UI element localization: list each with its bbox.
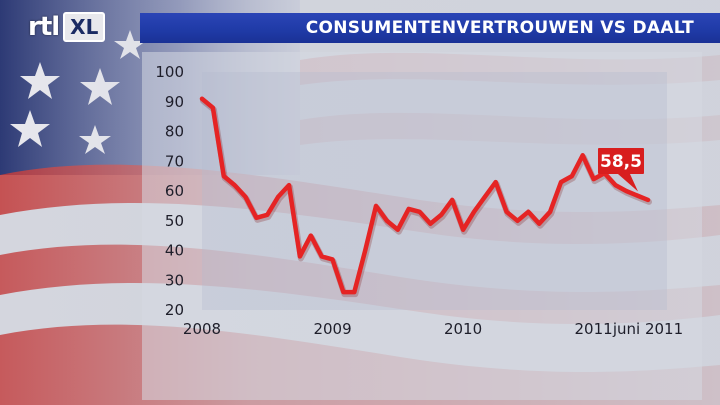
data-point <box>624 189 628 193</box>
data-point <box>537 222 541 226</box>
data-point <box>363 248 367 253</box>
data-point <box>548 210 552 214</box>
data-point <box>211 106 215 110</box>
y-tick-label: 100 <box>155 63 184 81</box>
data-point <box>330 257 335 262</box>
x-tick-label: 2010 <box>444 320 482 338</box>
y-tick-label: 20 <box>165 301 184 319</box>
logo-xl-text: XL <box>63 12 106 42</box>
data-point <box>233 183 237 187</box>
y-tick-label: 60 <box>165 182 184 200</box>
data-point <box>515 219 520 223</box>
data-point <box>309 234 313 238</box>
data-point <box>461 228 465 232</box>
y-axis-ticks: 100 90 80 70 60 50 40 30 20 <box>155 63 184 319</box>
data-point <box>287 183 291 187</box>
chart-panel <box>142 52 702 400</box>
data-point <box>385 219 389 223</box>
value-callout: 58,5 <box>598 148 644 192</box>
chart-title: CONSUMENTENVERTROUWEN VS DAALT <box>305 18 694 38</box>
y-tick-label: 70 <box>165 152 184 170</box>
y-tick-label: 40 <box>165 242 184 260</box>
data-point <box>592 177 596 181</box>
data-point <box>472 210 476 214</box>
x-tick-label: 2009 <box>313 320 351 338</box>
data-point <box>635 193 639 198</box>
x-axis-ticks: 2008 2009 2010 2011 juni 2011 <box>183 320 683 338</box>
data-point <box>320 254 324 259</box>
data-point <box>428 222 433 226</box>
y-tick-label: 50 <box>165 212 184 230</box>
data-point <box>298 254 302 259</box>
series-line <box>199 96 651 295</box>
plot-area <box>202 72 667 310</box>
data-point <box>450 198 454 202</box>
data-point <box>439 213 443 217</box>
data-point <box>243 195 248 199</box>
series-group <box>199 96 652 298</box>
data-point <box>646 198 650 202</box>
callout-box <box>598 148 644 174</box>
data-point <box>526 210 530 214</box>
data-point <box>222 174 226 178</box>
x-tick-label: 2008 <box>183 320 221 338</box>
data-point <box>352 290 356 294</box>
data-point <box>254 216 258 220</box>
callout-pointer <box>618 174 638 192</box>
callout-label: 58,5 <box>600 152 642 172</box>
data-point <box>265 213 269 217</box>
data-point <box>494 180 498 184</box>
y-tick-label: 30 <box>165 271 184 289</box>
data-point <box>581 153 585 157</box>
logo-rtl-text: rtl <box>28 12 60 42</box>
data-point <box>276 195 280 199</box>
data-point <box>483 195 487 199</box>
x-tick-label: 2011 <box>575 320 613 338</box>
y-tick-label: 80 <box>165 123 184 141</box>
data-point <box>396 228 400 232</box>
x-tick-label: juni 2011 <box>612 320 683 338</box>
data-point <box>504 210 509 214</box>
data-point <box>417 210 422 214</box>
data-point <box>570 174 574 178</box>
data-point <box>613 183 617 187</box>
title-bar: CONSUMENTENVERTROUWEN VS DAALT <box>140 13 720 43</box>
data-point <box>374 204 378 208</box>
data-point <box>200 97 204 101</box>
data-point <box>407 207 411 211</box>
channel-logo: rtl XL <box>28 10 106 44</box>
data-point <box>559 180 563 184</box>
data-point <box>341 290 346 294</box>
y-tick-label: 90 <box>165 93 184 111</box>
